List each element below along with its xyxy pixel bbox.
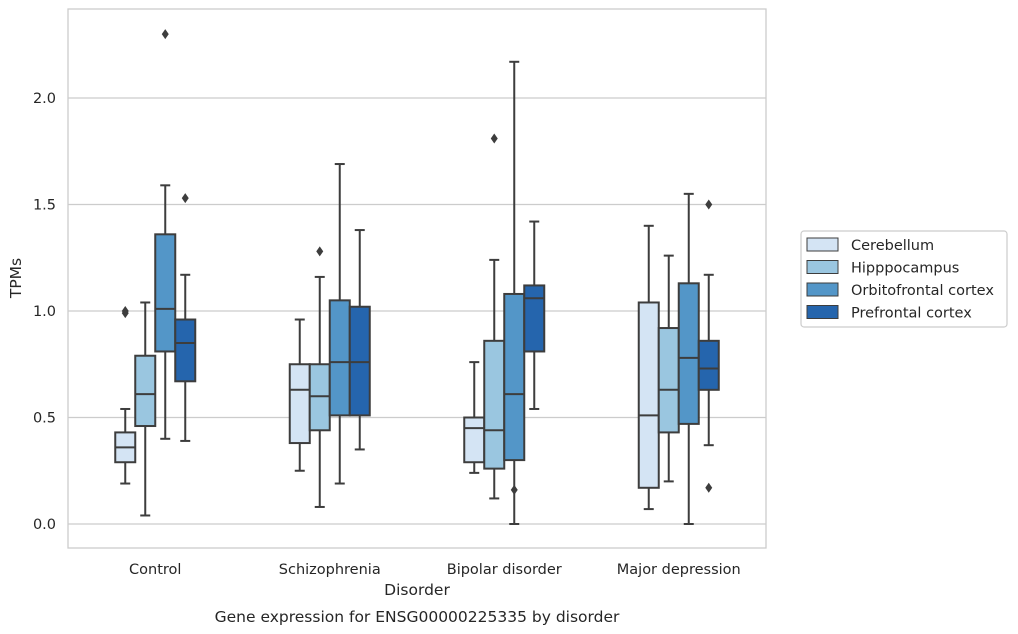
box-cerebellum	[114, 306, 137, 485]
box-prefrontal-cortex	[348, 229, 371, 451]
box-iqr	[348, 305, 371, 417]
x-tick-label: Control	[129, 562, 181, 578]
y-tick-label: 1.5	[33, 198, 56, 214]
box-iqr	[134, 354, 157, 428]
box-iqr	[154, 233, 177, 353]
legend-entry-label: Cerebellum	[851, 238, 934, 254]
outlier-point	[705, 199, 713, 210]
legend-entry-label: Orbitofrontal cortex	[851, 283, 994, 299]
legend-swatch	[806, 305, 839, 319]
y-tick-label: 0.0	[33, 517, 56, 533]
x-tick-label: Major depression	[617, 562, 741, 578]
box-iqr	[328, 299, 351, 417]
x-tick-label: Schizophrenia	[279, 562, 381, 578]
plot-frame	[67, 8, 767, 549]
legend-swatch	[806, 237, 839, 252]
box-cerebellum	[288, 318, 311, 472]
x-ticks: Control Schizophrenia Bipolar disorder Majo…	[129, 562, 741, 578]
box-iqr	[463, 416, 486, 464]
legend-swatch	[806, 282, 839, 297]
legend-frame	[800, 230, 1008, 328]
legend-entry-label: Prefrontal cortex	[851, 306, 972, 322]
box-iqr	[174, 318, 197, 383]
y-ticks: 0.0 0.5 1.0 1.5 2.0	[33, 91, 56, 533]
box-prefrontal-cortex	[174, 193, 197, 442]
box-iqr	[483, 339, 506, 470]
outlier-point	[121, 306, 129, 316]
outlier-point	[705, 482, 713, 493]
y-tick-label: 1.0	[33, 304, 56, 320]
y-tick-label: 2.0	[33, 91, 56, 107]
legend: Cerebellum Hipppocampus Orbitofrontal cort…	[800, 230, 1008, 328]
box-hipppocampus	[134, 301, 157, 517]
box-iqr	[697, 339, 720, 391]
boxes	[114, 29, 720, 525]
outlier-point	[161, 29, 169, 40]
box-iqr	[677, 282, 700, 425]
box-iqr	[288, 363, 311, 445]
box-prefrontal-cortex	[523, 220, 546, 410]
box-iqr	[657, 327, 680, 434]
chart-caption: Gene expression for ENSG00000225335 by d…	[215, 608, 620, 626]
outlier-point	[181, 193, 189, 204]
x-axis-label: Disorder	[384, 581, 450, 599]
x-tick-label: Bipolar disorder	[447, 562, 562, 578]
legend-entry-label: Hipppocampus	[851, 261, 959, 277]
box-prefrontal-cortex	[697, 199, 720, 493]
box-orbitofrontal-cortex	[154, 29, 177, 440]
box-iqr	[523, 284, 546, 353]
outlier-point	[490, 133, 498, 144]
box-orbitofrontal-cortex	[503, 60, 526, 525]
outlier-point	[316, 246, 324, 257]
outlier-point	[510, 484, 518, 495]
y-axis-label: TPMs	[7, 258, 25, 299]
legend-swatch	[806, 260, 839, 274]
box-iqr	[503, 292, 526, 462]
box-iqr	[637, 301, 660, 489]
box-hipppocampus	[483, 133, 506, 500]
y-tick-label: 0.5	[33, 411, 56, 427]
box-cerebellum	[637, 224, 660, 511]
box-iqr	[308, 363, 331, 432]
